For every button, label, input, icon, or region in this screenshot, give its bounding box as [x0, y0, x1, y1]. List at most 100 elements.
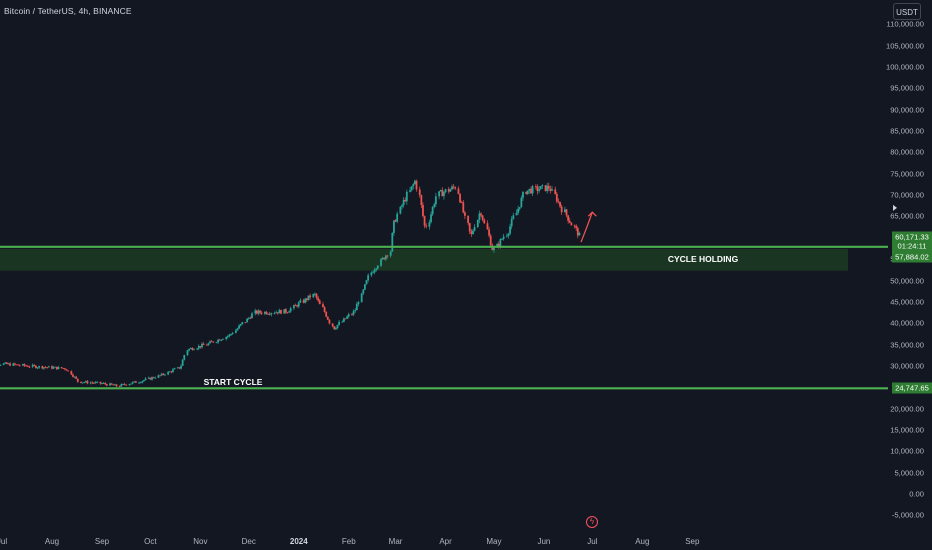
candle-body	[288, 311, 290, 313]
candle-body	[418, 189, 421, 196]
price-tick-label: 75,000.00	[890, 169, 924, 179]
candle-body	[80, 381, 82, 383]
candle-body	[525, 191, 528, 194]
candle-body	[307, 295, 310, 300]
time-tick-label: Sep	[94, 537, 110, 546]
price-tick-label: 70,000.00	[890, 190, 924, 200]
candle-body	[515, 212, 518, 216]
candle-body	[286, 312, 289, 314]
candle-body	[251, 313, 253, 319]
candle-body	[347, 314, 350, 317]
candle-body	[202, 343, 205, 345]
candle-body	[51, 366, 53, 369]
candle-body	[441, 190, 444, 197]
candle-body	[325, 311, 328, 317]
candle-body	[518, 207, 521, 209]
projection-arrow-head	[587, 211, 597, 217]
candle-body	[267, 313, 270, 315]
price-tick-label: 85,000.00	[890, 126, 924, 136]
candle-body	[312, 293, 315, 298]
candle-body	[454, 187, 457, 189]
time-tick-label: Aug	[44, 537, 60, 546]
candle-body	[470, 231, 473, 235]
candle-body	[544, 185, 547, 192]
currency-button[interactable]: USDT	[893, 3, 921, 20]
candle-body	[499, 239, 502, 247]
level-layer	[0, 245, 888, 390]
level-label: START CYCLE	[203, 377, 263, 388]
flash-icon[interactable]: ϟ	[586, 516, 598, 528]
time-tick-label: Sep	[685, 537, 700, 546]
price-tick-label: 50,000.00	[890, 276, 924, 285]
time-tick-label: Jul	[587, 537, 598, 546]
candle-body	[481, 215, 484, 220]
candle-body	[314, 293, 316, 295]
candle-body	[338, 321, 340, 325]
candle-body	[120, 384, 123, 387]
candle-body	[331, 323, 334, 327]
candle-body	[122, 383, 124, 385]
candle-body	[423, 216, 426, 226]
candle-body	[354, 310, 357, 312]
candle-body	[170, 371, 173, 373]
candle-body	[473, 226, 476, 231]
candle-body	[284, 309, 287, 313]
candle-body	[112, 384, 115, 386]
candle-body	[568, 220, 571, 223]
price-tick-label: 10,000.00	[890, 446, 924, 456]
candle-body	[380, 259, 382, 266]
candle-body	[26, 365, 29, 367]
candle-body	[191, 348, 194, 350]
candle-body	[264, 311, 266, 314]
candle-body	[205, 344, 208, 346]
candle-body	[64, 368, 66, 370]
candle-body	[502, 236, 505, 239]
candle-body	[96, 381, 99, 383]
candle-body	[18, 365, 21, 367]
candle-body	[560, 206, 563, 213]
candle-body	[15, 364, 18, 366]
candle-layer	[0, 179, 581, 388]
time-tick-label: Mar	[388, 537, 403, 546]
candle-body	[296, 305, 299, 307]
candle-body	[302, 300, 305, 303]
candle-body	[315, 293, 318, 298]
candle-body	[578, 232, 581, 236]
candle-body	[46, 367, 49, 369]
candle-body	[570, 222, 573, 226]
candle-body	[44, 367, 47, 369]
time-tick-label: 2024	[289, 537, 308, 546]
candle-body	[565, 209, 568, 216]
candle-body	[114, 384, 116, 386]
candle-body	[415, 180, 418, 190]
candle-body	[244, 322, 247, 323]
candle-body	[12, 363, 15, 366]
candle-body	[60, 367, 63, 369]
candle-body	[160, 373, 163, 376]
candle-body	[94, 382, 97, 384]
zone-layer	[0, 248, 848, 271]
candle-body	[546, 185, 549, 192]
candle-body	[125, 384, 128, 386]
candle-body	[52, 367, 55, 369]
candle-body	[81, 382, 84, 384]
candle-body	[123, 383, 126, 385]
candle-body	[304, 298, 307, 303]
candle-body	[430, 214, 432, 223]
level-price-tag: 57,884.02	[892, 251, 932, 263]
candle-body	[367, 275, 370, 281]
candle-body	[512, 215, 515, 219]
candle-body	[365, 280, 368, 285]
candle-body	[25, 365, 28, 367]
candle-body	[297, 302, 300, 307]
candle-body	[2, 363, 5, 365]
candle-body	[7, 363, 10, 365]
candle-body	[72, 374, 74, 377]
candle-body	[249, 317, 252, 319]
candle-body	[555, 193, 558, 202]
candle-body	[220, 339, 223, 341]
candle-body	[238, 325, 240, 329]
candle-body	[207, 343, 210, 346]
candle-body	[236, 328, 239, 331]
